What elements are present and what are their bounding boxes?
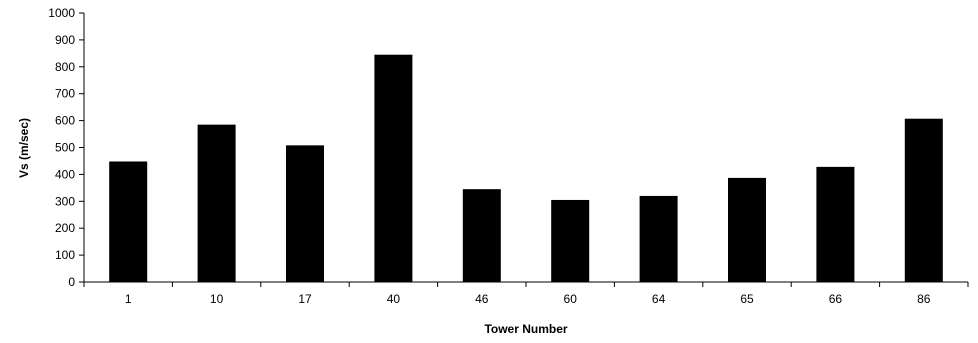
bar-46 (462, 189, 501, 282)
y-tick-label: 100 (55, 248, 75, 262)
x-tick-label: 65 (740, 292, 754, 306)
y-tick-label: 0 (68, 275, 75, 289)
x-axis-title: Tower Number (484, 322, 567, 336)
y-tick-label: 600 (55, 114, 75, 128)
x-tick-label: 1 (125, 292, 132, 306)
x-tick-label: 64 (652, 292, 666, 306)
y-tick-label: 800 (55, 60, 75, 74)
y-tick-label: 400 (55, 167, 75, 181)
x-axis-ticks: 1 10 17 40 46 60 64 65 66 86 (83, 282, 969, 306)
x-tick-label: 60 (564, 292, 578, 306)
y-tick-label: 700 (55, 87, 75, 101)
bar-65 (728, 177, 766, 282)
y-tick-label: 300 (55, 194, 75, 208)
bar-60 (551, 199, 590, 282)
bar-64 (639, 195, 678, 282)
x-tick-label: 46 (475, 292, 489, 306)
bar-40 (374, 54, 413, 282)
bar-1 (109, 161, 148, 282)
x-tick-label: 17 (298, 292, 312, 306)
x-tick-label: 10 (210, 292, 224, 306)
bar-17 (286, 145, 324, 282)
bar-10 (197, 124, 236, 282)
y-axis-title: Vs (m/sec) (17, 118, 31, 178)
y-tick-label: 900 (55, 33, 75, 47)
x-tick-label: 66 (829, 292, 843, 306)
y-tick-label: 200 (55, 221, 75, 235)
y-tick-label: 1000 (48, 6, 75, 20)
x-tick-label: 86 (917, 292, 931, 306)
y-axis-ticks: 0 100 200 300 400 500 600 700 800 900 1000 (48, 6, 84, 289)
bar-86 (904, 118, 943, 282)
bars (109, 54, 943, 282)
y-tick-label: 500 (55, 141, 75, 155)
x-tick-label: 40 (387, 292, 401, 306)
bar-66 (816, 166, 855, 282)
